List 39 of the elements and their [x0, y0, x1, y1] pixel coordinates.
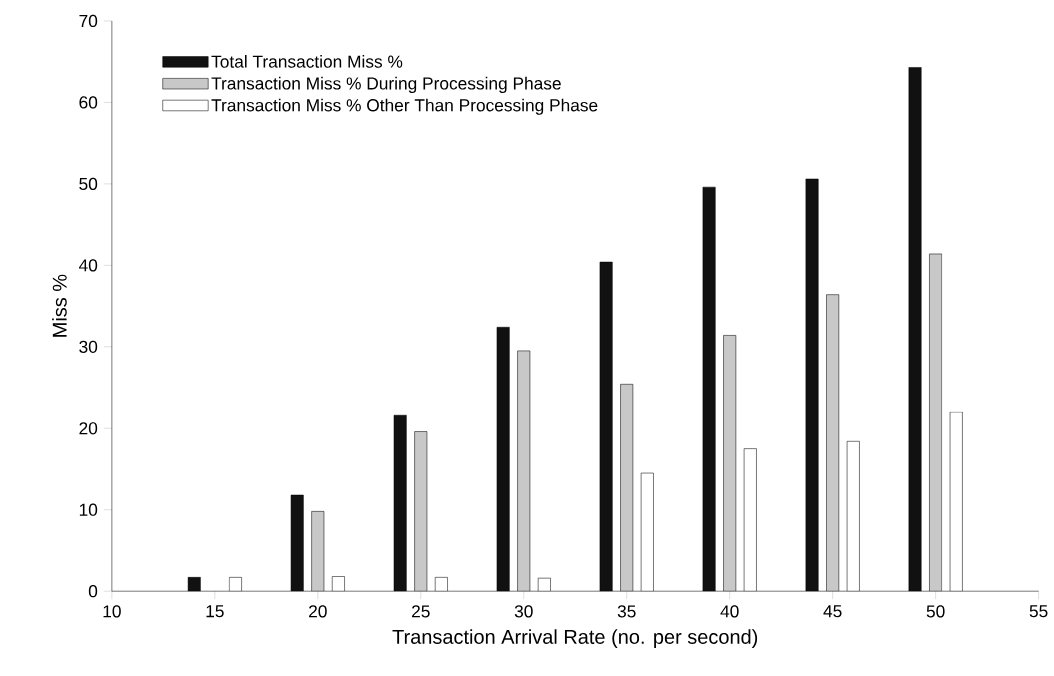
y-axis-title: Miss %	[52, 274, 67, 337]
bar	[434, 577, 448, 592]
x-tick-label: 35	[617, 605, 636, 618]
bar	[599, 261, 613, 592]
y-tick-label: 0	[88, 585, 98, 598]
bar	[496, 326, 510, 592]
bar	[187, 577, 201, 592]
bar	[949, 411, 963, 592]
y-tick-label: 10	[79, 503, 98, 516]
legend-label: Total Transaction Miss %	[211, 55, 403, 68]
bar	[702, 186, 716, 592]
y-tick-label: 50	[79, 177, 98, 190]
bar	[743, 448, 757, 592]
y-tick-label: 20	[79, 422, 98, 435]
x-tick-label: 55	[1029, 605, 1048, 618]
legend-label: Transaction Miss % During Processing Phase	[211, 76, 561, 93]
x-tick-label: 45	[823, 605, 842, 618]
y-tick-label: 70	[79, 14, 98, 28]
x-tick-label: 50	[926, 605, 945, 618]
x-axis-title: Transaction Arrival Rate (no. per second)	[392, 629, 758, 648]
bar	[537, 577, 551, 592]
bar	[331, 576, 345, 592]
x-tick-label: 15	[206, 605, 224, 618]
bar	[393, 414, 407, 592]
legend-label: Transaction Miss % Other Than Processing Phase	[211, 98, 598, 115]
x-tick-label: 20	[309, 605, 327, 618]
bar	[640, 472, 654, 592]
bar	[228, 577, 242, 592]
y-tick-label: 40	[78, 259, 98, 272]
y-tick-label: 30	[79, 340, 98, 353]
x-tick-label: 25	[412, 605, 430, 618]
bar	[805, 178, 819, 592]
x-tick-label: 10	[103, 605, 121, 618]
bar	[290, 494, 304, 592]
y-tick-label: 60	[79, 96, 98, 109]
bar	[846, 441, 860, 592]
x-tick-label: 40	[720, 605, 739, 618]
bar	[908, 67, 922, 592]
x-tick-label: 30	[514, 605, 533, 618]
